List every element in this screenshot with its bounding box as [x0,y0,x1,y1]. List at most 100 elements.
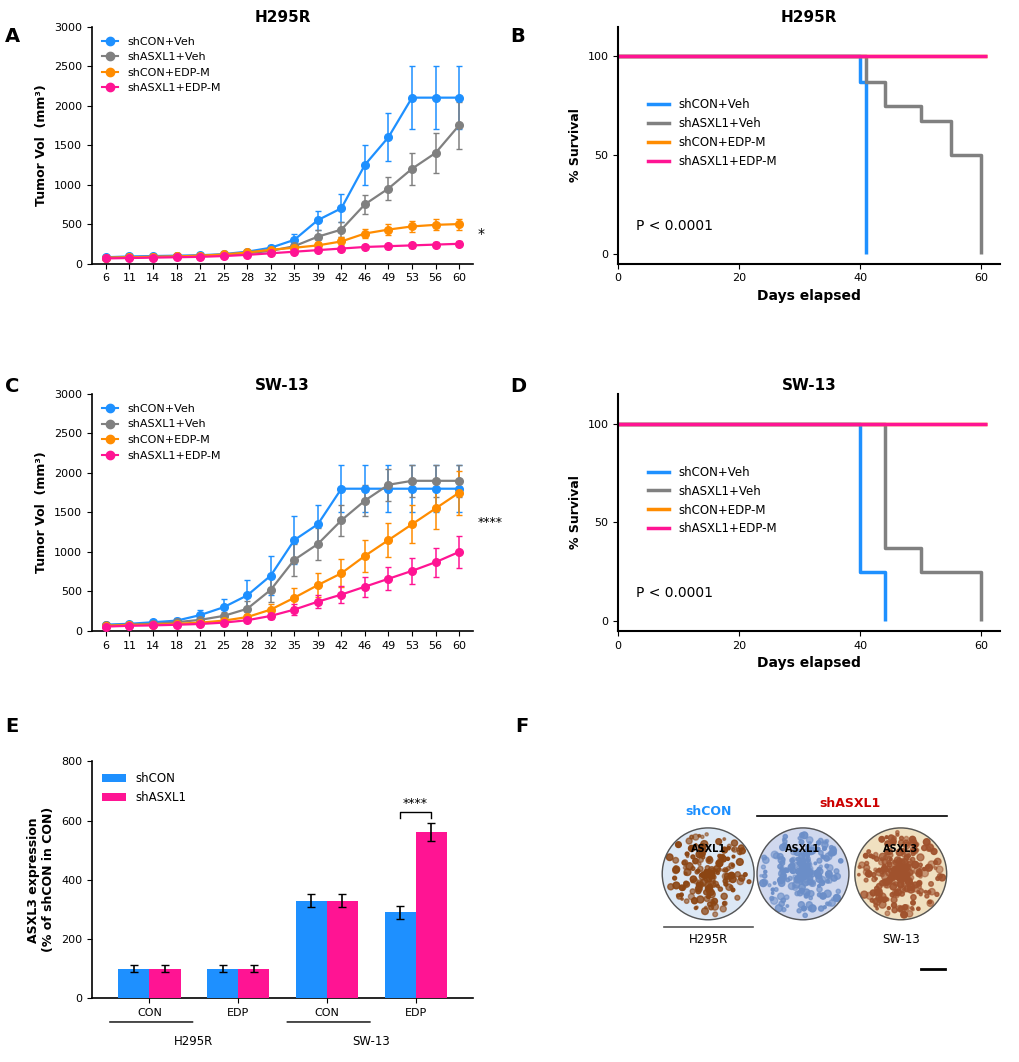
Text: B: B [510,27,524,46]
Circle shape [686,855,688,857]
Circle shape [779,844,786,851]
Circle shape [886,898,889,901]
Circle shape [892,872,896,876]
Circle shape [898,867,904,873]
Circle shape [876,869,880,872]
Circle shape [923,890,926,893]
Circle shape [886,879,890,884]
Circle shape [933,858,941,864]
Circle shape [818,880,824,886]
Circle shape [800,872,805,877]
Circle shape [772,853,779,859]
Circle shape [683,881,689,887]
Circle shape [782,872,784,875]
Circle shape [793,862,798,868]
Circle shape [684,872,687,875]
Circle shape [712,912,716,917]
Circle shape [898,871,902,874]
Circle shape [836,889,840,893]
Circle shape [895,870,899,874]
Circle shape [679,885,684,891]
Circle shape [909,870,913,874]
Circle shape [918,868,921,870]
Circle shape [796,858,803,864]
Circle shape [897,870,902,875]
Circle shape [697,881,703,888]
Circle shape [738,875,744,881]
Circle shape [782,838,785,841]
Circle shape [896,849,903,856]
Circle shape [732,846,737,852]
Circle shape [897,874,902,879]
Circle shape [901,853,905,857]
Circle shape [882,855,888,860]
Circle shape [886,883,888,886]
Circle shape [903,850,909,856]
Circle shape [800,832,807,839]
Circle shape [863,878,867,883]
Circle shape [743,873,747,876]
Circle shape [796,870,803,876]
Circle shape [895,834,898,836]
Text: P < 0.0001: P < 0.0001 [636,219,712,233]
Circle shape [882,884,888,888]
Circle shape [895,862,899,866]
Circle shape [815,873,821,879]
Circle shape [711,883,715,887]
Circle shape [807,841,810,844]
Circle shape [889,874,895,879]
Circle shape [705,857,712,863]
Circle shape [899,873,905,879]
Circle shape [799,833,803,837]
Circle shape [684,869,690,875]
Circle shape [864,861,868,866]
Circle shape [691,897,697,904]
Circle shape [902,888,904,891]
Circle shape [802,913,807,918]
Circle shape [707,902,711,906]
Circle shape [797,890,802,896]
Circle shape [760,866,764,869]
Circle shape [879,880,884,886]
Circle shape [890,884,896,890]
Circle shape [906,870,912,875]
Circle shape [913,868,920,874]
Circle shape [697,867,702,872]
Circle shape [884,836,888,839]
Circle shape [903,855,908,860]
Circle shape [895,876,899,880]
Circle shape [729,876,736,883]
Circle shape [922,839,929,845]
Circle shape [725,876,731,883]
Circle shape [705,873,709,877]
Circle shape [801,867,807,873]
Circle shape [905,872,908,875]
Circle shape [891,870,895,873]
Circle shape [684,898,688,904]
Circle shape [878,893,886,901]
Circle shape [692,878,697,884]
Circle shape [707,889,713,895]
Circle shape [910,850,912,852]
Circle shape [799,878,802,881]
Circle shape [893,881,897,886]
Circle shape [717,857,721,861]
Circle shape [784,895,788,900]
Circle shape [897,874,902,879]
Circle shape [884,911,889,915]
Circle shape [826,902,830,906]
Circle shape [807,847,813,855]
Circle shape [897,876,903,883]
Circle shape [816,841,820,845]
Circle shape [899,872,903,875]
Circle shape [900,860,904,863]
Circle shape [887,862,892,867]
Circle shape [899,873,903,877]
Circle shape [702,872,708,878]
Circle shape [715,860,722,867]
Circle shape [717,887,721,891]
Circle shape [897,864,903,872]
Circle shape [879,873,883,876]
Circle shape [672,867,679,874]
Circle shape [803,859,810,867]
